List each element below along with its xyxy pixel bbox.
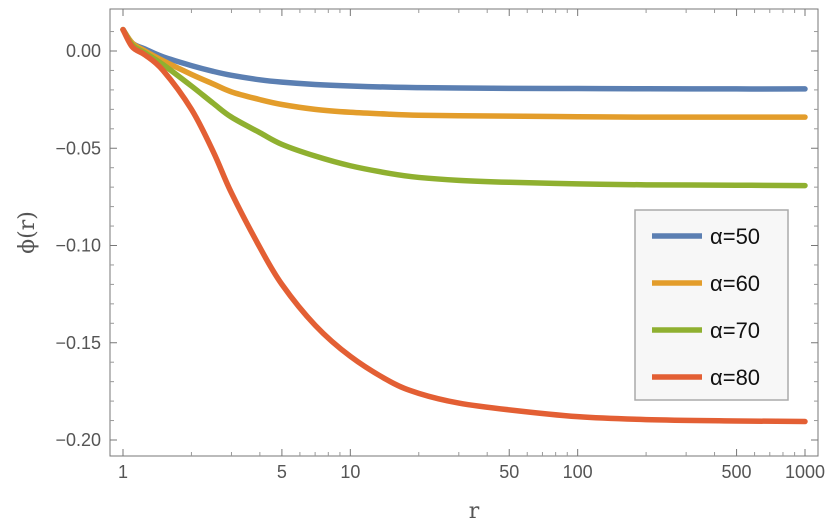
x-tick-label: 500 <box>722 462 752 482</box>
y-axis-label: ϕ(r) <box>15 211 40 254</box>
y-tick-label: −0.10 <box>55 236 101 256</box>
series-lines <box>120 26 808 425</box>
axis-ticks <box>110 9 818 456</box>
plot-frame <box>109 8 819 457</box>
x-tick-label: 5 <box>277 462 287 482</box>
legend-label-1: α=50 <box>710 224 760 249</box>
series-line-1 <box>120 26 808 92</box>
x-tick-label: 50 <box>499 462 519 482</box>
legend: α=50 α=60 α=70 α=80 <box>634 209 789 401</box>
legend-label-2: α=60 <box>710 271 760 296</box>
legend-box <box>634 209 789 401</box>
series-line-3 <box>120 26 808 189</box>
series-line-2 <box>120 26 808 120</box>
y-tick-label: 0.00 <box>66 41 101 61</box>
x-tick-label: 10 <box>340 462 360 482</box>
legend-label-3: α=70 <box>710 318 760 343</box>
x-axis-label: r <box>469 499 480 524</box>
x-tick-label: 1 <box>118 462 128 482</box>
x-tick-label: 100 <box>563 462 593 482</box>
x-tick-label: 1000 <box>785 462 825 482</box>
y-tick-label: −0.20 <box>55 430 101 450</box>
y-tick-label: −0.05 <box>55 138 101 158</box>
series-line-4 <box>120 26 808 425</box>
y-tick-label: −0.15 <box>55 333 101 353</box>
legend-label-4: α=80 <box>710 365 760 390</box>
tick-labels: 1 5 10 50 100 500 1000 0.00 −0.05 −0.10 −0.15 −0.20 <box>55 41 825 482</box>
